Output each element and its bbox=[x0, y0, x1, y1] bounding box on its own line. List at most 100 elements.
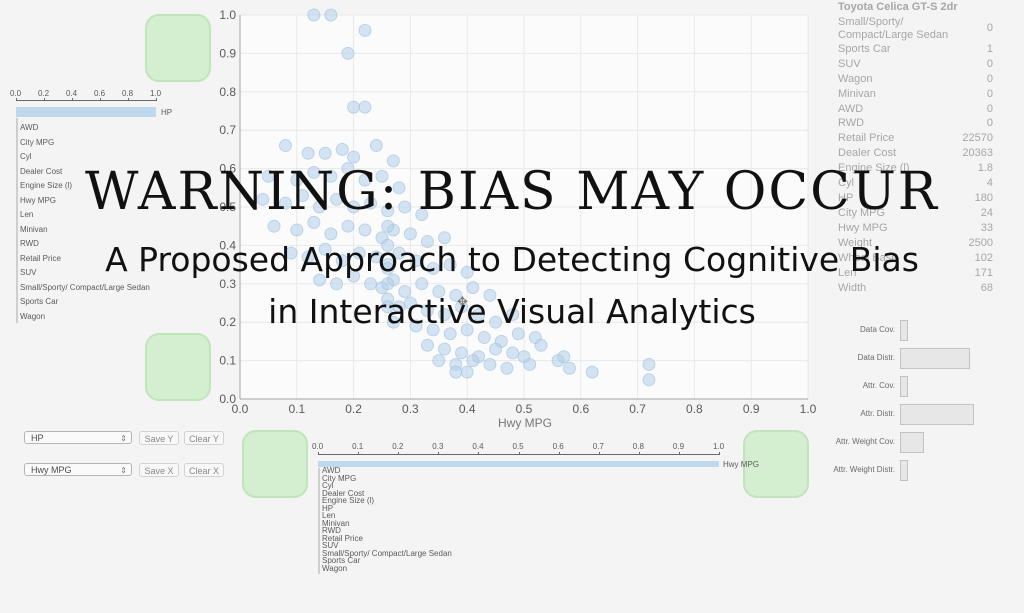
scatter-point[interactable] bbox=[301, 250, 315, 264]
scatter-point[interactable] bbox=[420, 235, 434, 249]
left-weight-chart[interactable]: 0.0 0.2 0.4 0.6 0.8 1.0 HP AWD City MPG Cyl Deal… bbox=[0, 0, 200, 330]
scatter-point[interactable] bbox=[341, 46, 355, 60]
scatter-point[interactable] bbox=[381, 238, 395, 252]
scatter-point[interactable] bbox=[261, 169, 275, 183]
scatter-point[interactable] bbox=[443, 327, 457, 341]
scatter-point[interactable] bbox=[381, 204, 395, 218]
x-axis-select[interactable]: Hwy MPG ⇕ bbox=[24, 463, 132, 476]
scatter-point[interactable] bbox=[330, 277, 344, 291]
scatter-point[interactable] bbox=[426, 323, 440, 337]
scatter-point[interactable] bbox=[426, 261, 440, 275]
scatter-point[interactable] bbox=[307, 8, 321, 22]
clear-y-button[interactable]: Clear Y bbox=[184, 431, 224, 445]
scatter-point[interactable] bbox=[375, 169, 389, 183]
drop-zone-mid-left[interactable] bbox=[145, 333, 211, 401]
scatter-point[interactable] bbox=[420, 338, 434, 352]
scatter-point[interactable] bbox=[415, 208, 429, 222]
scatter-point[interactable] bbox=[437, 308, 451, 322]
scatter-point[interactable] bbox=[472, 308, 486, 322]
scatter-point[interactable] bbox=[347, 269, 361, 283]
scatter-point[interactable] bbox=[460, 323, 474, 337]
scatter-point[interactable] bbox=[324, 169, 338, 183]
scatter-point[interactable] bbox=[460, 265, 474, 279]
scatter-point[interactable] bbox=[483, 288, 497, 302]
drop-zone-bottom-right[interactable] bbox=[743, 430, 809, 498]
scatter-point[interactable] bbox=[352, 246, 366, 260]
bottom-bar-hwy-mpg[interactable] bbox=[318, 461, 719, 467]
scatter-point[interactable] bbox=[278, 139, 292, 153]
scatter-point[interactable] bbox=[358, 100, 372, 114]
scatter-point[interactable] bbox=[386, 315, 400, 329]
scatter-point[interactable] bbox=[466, 281, 480, 295]
scatter-point[interactable] bbox=[500, 361, 514, 375]
scatter-point[interactable] bbox=[358, 173, 372, 187]
scatter-point[interactable] bbox=[290, 223, 304, 237]
scatter-point[interactable] bbox=[295, 188, 309, 202]
scatter-point[interactable] bbox=[642, 357, 656, 371]
scatter-point[interactable] bbox=[415, 277, 429, 291]
scatter-point[interactable] bbox=[432, 354, 446, 368]
scatter-point[interactable] bbox=[278, 196, 292, 210]
scatter-point[interactable] bbox=[364, 277, 378, 291]
scatter-point[interactable] bbox=[324, 227, 338, 241]
scatter-point[interactable] bbox=[369, 250, 383, 264]
scatter-point[interactable] bbox=[398, 284, 412, 298]
scatter-point[interactable] bbox=[358, 223, 372, 237]
y-axis-select[interactable]: HP ⇕ bbox=[24, 431, 132, 444]
scatter-point[interactable] bbox=[335, 142, 349, 156]
scatter-point[interactable] bbox=[534, 338, 548, 352]
scatter-point[interactable] bbox=[307, 215, 321, 229]
save-x-button[interactable]: Save X bbox=[139, 463, 179, 477]
scatter-point[interactable] bbox=[284, 246, 298, 260]
scatter-point[interactable] bbox=[347, 200, 361, 214]
drop-zone-bottom-left[interactable] bbox=[242, 430, 308, 498]
scatter-point[interactable] bbox=[381, 300, 395, 314]
scatter-point[interactable] bbox=[386, 154, 400, 168]
scatter-point[interactable] bbox=[432, 284, 446, 298]
scatter-point[interactable] bbox=[437, 231, 451, 245]
scatter-point[interactable] bbox=[381, 219, 395, 233]
scatter-point[interactable] bbox=[313, 273, 327, 287]
drop-zone-top-left[interactable] bbox=[145, 14, 211, 82]
scatter-point[interactable] bbox=[642, 373, 656, 387]
scatter-point[interactable] bbox=[455, 346, 469, 360]
scatter-point[interactable] bbox=[398, 200, 412, 214]
scatter-point[interactable] bbox=[557, 350, 571, 364]
left-bar-hp[interactable] bbox=[16, 107, 156, 117]
scatter-point[interactable] bbox=[392, 246, 406, 260]
scatter-point[interactable] bbox=[335, 254, 349, 268]
scatter-point[interactable] bbox=[409, 319, 423, 333]
scatter-point[interactable] bbox=[483, 357, 497, 371]
scatter-point[interactable] bbox=[381, 261, 395, 275]
scatter-point[interactable] bbox=[562, 361, 576, 375]
scatter-point[interactable] bbox=[318, 146, 332, 160]
scatter-point[interactable] bbox=[381, 277, 395, 291]
scatter-point[interactable] bbox=[324, 8, 338, 22]
scatter-point[interactable] bbox=[449, 288, 463, 302]
scatter-point[interactable] bbox=[330, 192, 344, 206]
scatter-point[interactable] bbox=[364, 196, 378, 210]
scatter-point[interactable] bbox=[437, 342, 451, 356]
scatter-point[interactable] bbox=[267, 219, 281, 233]
scatter-point[interactable] bbox=[358, 23, 372, 37]
scatter-point[interactable] bbox=[403, 227, 417, 241]
scatter-point[interactable] bbox=[466, 354, 480, 368]
scatter-point[interactable] bbox=[460, 365, 474, 379]
scatter-point[interactable] bbox=[403, 296, 417, 310]
scatter-point[interactable] bbox=[369, 139, 383, 153]
save-y-button[interactable]: Save Y bbox=[139, 431, 179, 445]
scatter-point[interactable] bbox=[506, 346, 520, 360]
scatter-point[interactable] bbox=[585, 365, 599, 379]
scatter-point[interactable] bbox=[307, 165, 321, 179]
scatter-point[interactable] bbox=[443, 258, 457, 272]
scatter-point[interactable] bbox=[318, 242, 332, 256]
scatter-point[interactable] bbox=[523, 357, 537, 371]
scatter-point[interactable] bbox=[341, 162, 355, 176]
scatter-point[interactable] bbox=[511, 327, 525, 341]
scatter-point[interactable] bbox=[256, 192, 270, 206]
scatter-point[interactable] bbox=[347, 150, 361, 164]
scatter-point[interactable] bbox=[489, 315, 503, 329]
scatter-point[interactable] bbox=[313, 200, 327, 214]
clear-x-button[interactable]: Clear X bbox=[184, 463, 224, 477]
scatter-point[interactable] bbox=[409, 254, 423, 268]
